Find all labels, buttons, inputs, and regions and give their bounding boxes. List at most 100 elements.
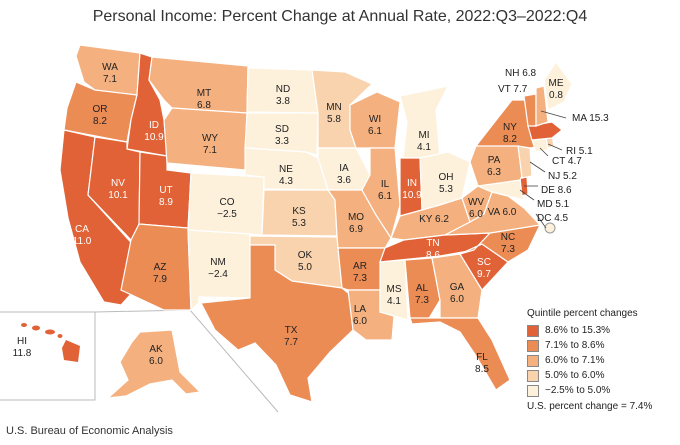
label-NV-value: 10.1 bbox=[108, 190, 128, 201]
label-CO-value: −2.5 bbox=[217, 209, 237, 220]
state-HI[interactable] bbox=[21, 323, 80, 362]
label-IL-value: 6.1 bbox=[378, 191, 392, 202]
label-NJ: NJ 5.2 bbox=[548, 171, 577, 182]
legend-label: 8.6% to 15.3% bbox=[545, 325, 611, 336]
label-MO-abbr: MO bbox=[348, 212, 364, 223]
legend-label: 6.0% to 7.1% bbox=[545, 355, 605, 366]
legend-item: 6.0% to 7.1% bbox=[527, 353, 677, 368]
label-FL-abbr: FL bbox=[476, 352, 488, 363]
label-LA-value: 6.0 bbox=[353, 316, 367, 327]
label-GA-abbr: GA bbox=[450, 282, 465, 293]
legend-swatch bbox=[527, 384, 539, 397]
hawaii-inset-frame bbox=[0, 311, 96, 401]
label-WY-abbr: WY bbox=[202, 133, 218, 144]
label-KS-abbr: KS bbox=[292, 206, 306, 217]
legend-label: 7.1% to 8.6% bbox=[545, 340, 605, 351]
label-HI-value: 11.8 bbox=[13, 348, 32, 359]
label-OR-abbr: OR bbox=[93, 104, 108, 115]
label-WA-abbr: WA bbox=[102, 62, 118, 73]
label-OH-value: 5.3 bbox=[439, 184, 453, 195]
label-ID-abbr: ID bbox=[149, 120, 159, 131]
label-SC-abbr: SC bbox=[477, 257, 491, 268]
label-DE: DE 8.6 bbox=[541, 185, 572, 196]
label-CT: CT 4.7 bbox=[552, 156, 582, 167]
label-VA: VA 6.0 bbox=[488, 207, 517, 218]
label-KY: KY 6.2 bbox=[419, 214, 449, 225]
label-MO-value: 6.9 bbox=[349, 224, 363, 235]
label-MN-abbr: MN bbox=[326, 102, 342, 113]
legend-item: 7.1% to 8.6% bbox=[527, 338, 677, 353]
label-AK-abbr: AK bbox=[149, 344, 163, 355]
state-VA[interactable] bbox=[444, 191, 542, 236]
leader-lines bbox=[519, 110, 567, 229]
label-IL-abbr: IL bbox=[381, 179, 390, 190]
dc-marker[interactable] bbox=[544, 222, 556, 234]
label-NC-value: 7.3 bbox=[501, 244, 515, 255]
state-NM[interactable] bbox=[187, 229, 251, 312]
label-MN-value: 5.8 bbox=[327, 114, 341, 125]
label-OK-value: 5.0 bbox=[298, 262, 312, 273]
label-AK-value: 6.0 bbox=[149, 356, 163, 367]
legend-item: 8.6% to 15.3% bbox=[527, 323, 677, 338]
label-MT-abbr: MT bbox=[197, 88, 211, 99]
legend: Quintile percent changes 8.6% to 15.3% 7.… bbox=[527, 308, 677, 412]
label-NH: NH 6.8 bbox=[505, 68, 537, 79]
label-NM-abbr: NM bbox=[210, 257, 226, 268]
state-IL[interactable] bbox=[361, 147, 401, 240]
label-AL-abbr: AL bbox=[416, 283, 429, 294]
label-SD-abbr: SD bbox=[275, 124, 289, 135]
label-TX-abbr: TX bbox=[285, 325, 298, 336]
label-NC-abbr: NC bbox=[501, 232, 515, 243]
label-WA-value: 7.1 bbox=[103, 74, 117, 85]
label-WY-value: 7.1 bbox=[203, 145, 217, 156]
label-ND-value: 3.8 bbox=[276, 96, 290, 107]
legend-label: 5.0% to 6.0% bbox=[545, 370, 605, 381]
label-TN-value: 8.6 bbox=[426, 250, 440, 261]
state-WY[interactable] bbox=[163, 107, 248, 171]
label-PA-abbr: PA bbox=[488, 155, 501, 166]
label-ID-value: 10.9 bbox=[144, 132, 164, 143]
label-OR-value: 8.2 bbox=[93, 116, 107, 127]
state-TX[interactable] bbox=[200, 244, 354, 403]
state-FL[interactable] bbox=[409, 317, 511, 391]
state-NH[interactable] bbox=[535, 85, 549, 127]
label-MI-value: 4.1 bbox=[417, 142, 431, 153]
label-OK-abbr: OK bbox=[298, 250, 313, 261]
label-MS-abbr: MS bbox=[387, 284, 402, 295]
label-ME-abbr: ME bbox=[549, 78, 564, 89]
legend-label: −2.5% to 5.0% bbox=[545, 385, 611, 396]
label-GA-value: 6.0 bbox=[450, 294, 464, 305]
label-UT-abbr: UT bbox=[159, 185, 172, 196]
label-TN-abbr: TN bbox=[426, 238, 439, 249]
label-MI-abbr: MI bbox=[418, 130, 429, 141]
label-AR-abbr: AR bbox=[353, 261, 367, 272]
label-ME-value: 0.8 bbox=[549, 90, 563, 101]
label-NE-value: 4.3 bbox=[279, 176, 293, 187]
label-NV-abbr: NV bbox=[111, 178, 125, 189]
label-NM-value: −2.4 bbox=[208, 269, 228, 280]
label-SC-value: 9.7 bbox=[477, 269, 491, 280]
state-ME[interactable] bbox=[543, 60, 573, 111]
label-MD: MD 5.1 bbox=[537, 199, 570, 210]
state-AL[interactable] bbox=[404, 257, 441, 321]
label-IN-abbr: IN bbox=[407, 178, 417, 189]
legend-item: −2.5% to 5.0% bbox=[527, 383, 677, 398]
label-IA-value: 3.6 bbox=[337, 175, 351, 186]
state-AK[interactable] bbox=[106, 329, 202, 399]
label-SD-value: 3.3 bbox=[275, 136, 289, 147]
label-NE-abbr: NE bbox=[279, 164, 293, 175]
label-WI-value: 6.1 bbox=[368, 126, 382, 137]
label-OH-abbr: OH bbox=[439, 172, 454, 183]
label-AZ-value: 7.9 bbox=[153, 274, 167, 285]
label-IA-abbr: IA bbox=[339, 163, 349, 174]
legend-swatch bbox=[527, 369, 539, 382]
label-WI-abbr: WI bbox=[369, 114, 381, 125]
label-AL-value: 7.3 bbox=[415, 295, 429, 306]
label-CA-value: 11.0 bbox=[73, 236, 92, 247]
label-MT-value: 6.8 bbox=[197, 100, 211, 111]
us-percent-change: U.S. percent change = 7.4% bbox=[527, 401, 653, 412]
label-MA: MA 15.3 bbox=[572, 113, 609, 124]
label-LA-abbr: LA bbox=[354, 304, 367, 315]
state-SD[interactable] bbox=[244, 112, 319, 156]
